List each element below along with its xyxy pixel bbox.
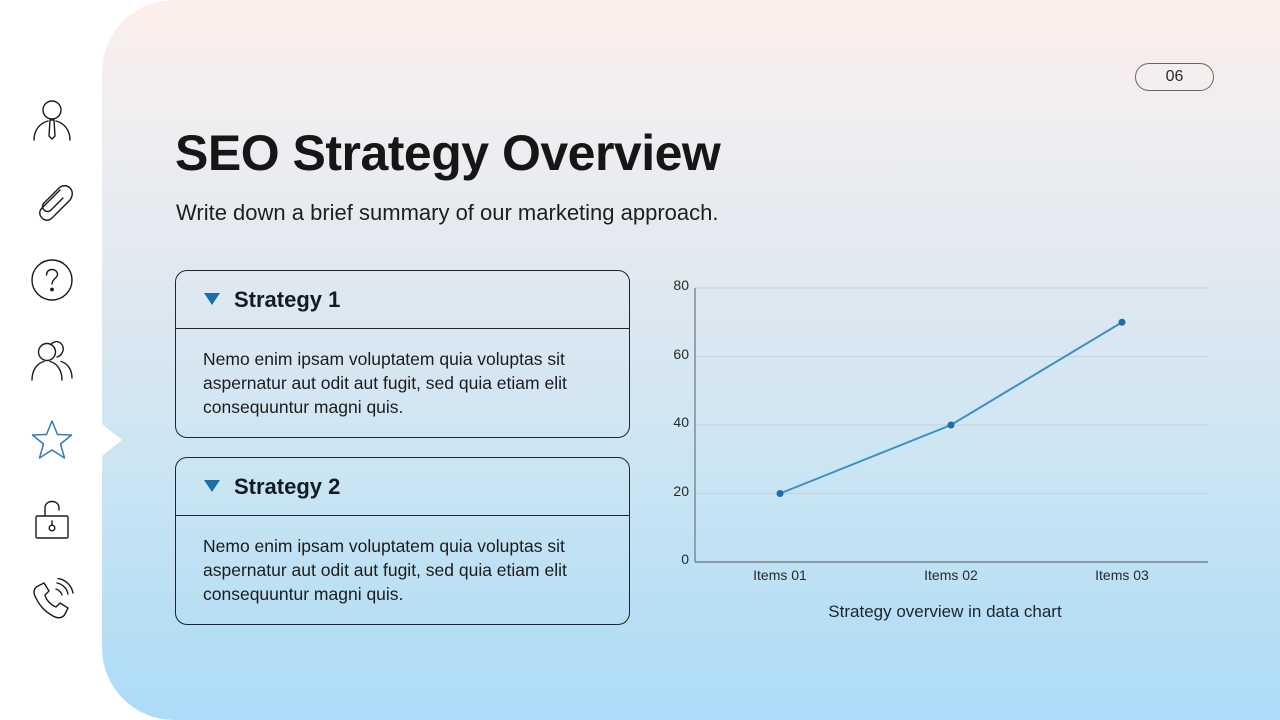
y-tick: 40 <box>673 414 689 430</box>
page-number-badge: 06 <box>1135 63 1214 91</box>
phone-call-icon <box>33 578 74 619</box>
x-tick: Items 01 <box>753 567 807 583</box>
strategy-body: Nemo enim ipsam voluptatem quia voluptas… <box>203 536 567 604</box>
strategy-card-2-toggle[interactable]: Strategy 2 <box>176 458 629 516</box>
series-points <box>776 318 1126 497</box>
sidebar-item-favorites[interactable] <box>30 418 74 462</box>
y-tick: 80 <box>673 277 689 293</box>
strategy-card-1-toggle[interactable]: Strategy 1 <box>176 271 629 329</box>
data-point <box>947 421 955 429</box>
strategy-title: Strategy 1 <box>234 286 341 312</box>
page-title: SEO Strategy Overview <box>175 125 721 181</box>
sidebar-item-help[interactable] <box>30 258 74 302</box>
sidebar-item-security[interactable] <box>30 498 74 542</box>
chart-caption: Strategy overview in data chart <box>828 602 1062 621</box>
page-subtitle: Write down a brief summary of our market… <box>176 200 719 225</box>
strategy-card-2: Strategy 2 Nemo enim ipsam voluptatem qu… <box>175 457 630 625</box>
star-icon <box>31 420 73 459</box>
data-point <box>776 490 784 497</box>
unlock-icon <box>35 500 69 539</box>
sidebar-item-attachment[interactable] <box>30 178 74 222</box>
caret-down-icon <box>204 292 220 305</box>
users-icon <box>31 340 73 381</box>
data-point <box>1118 318 1126 326</box>
sidebar-item-user[interactable] <box>30 98 74 142</box>
y-tick: 0 <box>681 551 689 567</box>
strategy-title: Strategy 2 <box>234 473 341 499</box>
series-line <box>779 321 1123 495</box>
sidebar-item-contact[interactable] <box>30 578 74 622</box>
strategy-body: Nemo enim ipsam voluptatem quia voluptas… <box>203 349 567 417</box>
line-chart: 80 60 40 20 0 Items 01 Items 02 Items 03… <box>660 270 1220 640</box>
x-tick: Items 03 <box>1095 567 1149 583</box>
sidebar <box>0 0 102 720</box>
chart-plot <box>694 287 1208 563</box>
caret-down-icon <box>204 479 220 492</box>
user-tie-icon <box>33 100 71 141</box>
strategy-card-1: Strategy 1 Nemo enim ipsam voluptatem qu… <box>175 270 630 438</box>
y-tick: 60 <box>673 346 689 362</box>
slide-panel <box>102 0 1280 720</box>
question-icon <box>31 259 73 301</box>
grid-lines <box>695 287 1208 494</box>
sidebar-item-team[interactable] <box>30 338 74 382</box>
x-tick: Items 02 <box>924 567 978 583</box>
paperclip-icon <box>39 185 73 221</box>
active-item-pointer <box>102 424 122 456</box>
y-tick: 20 <box>673 483 689 499</box>
